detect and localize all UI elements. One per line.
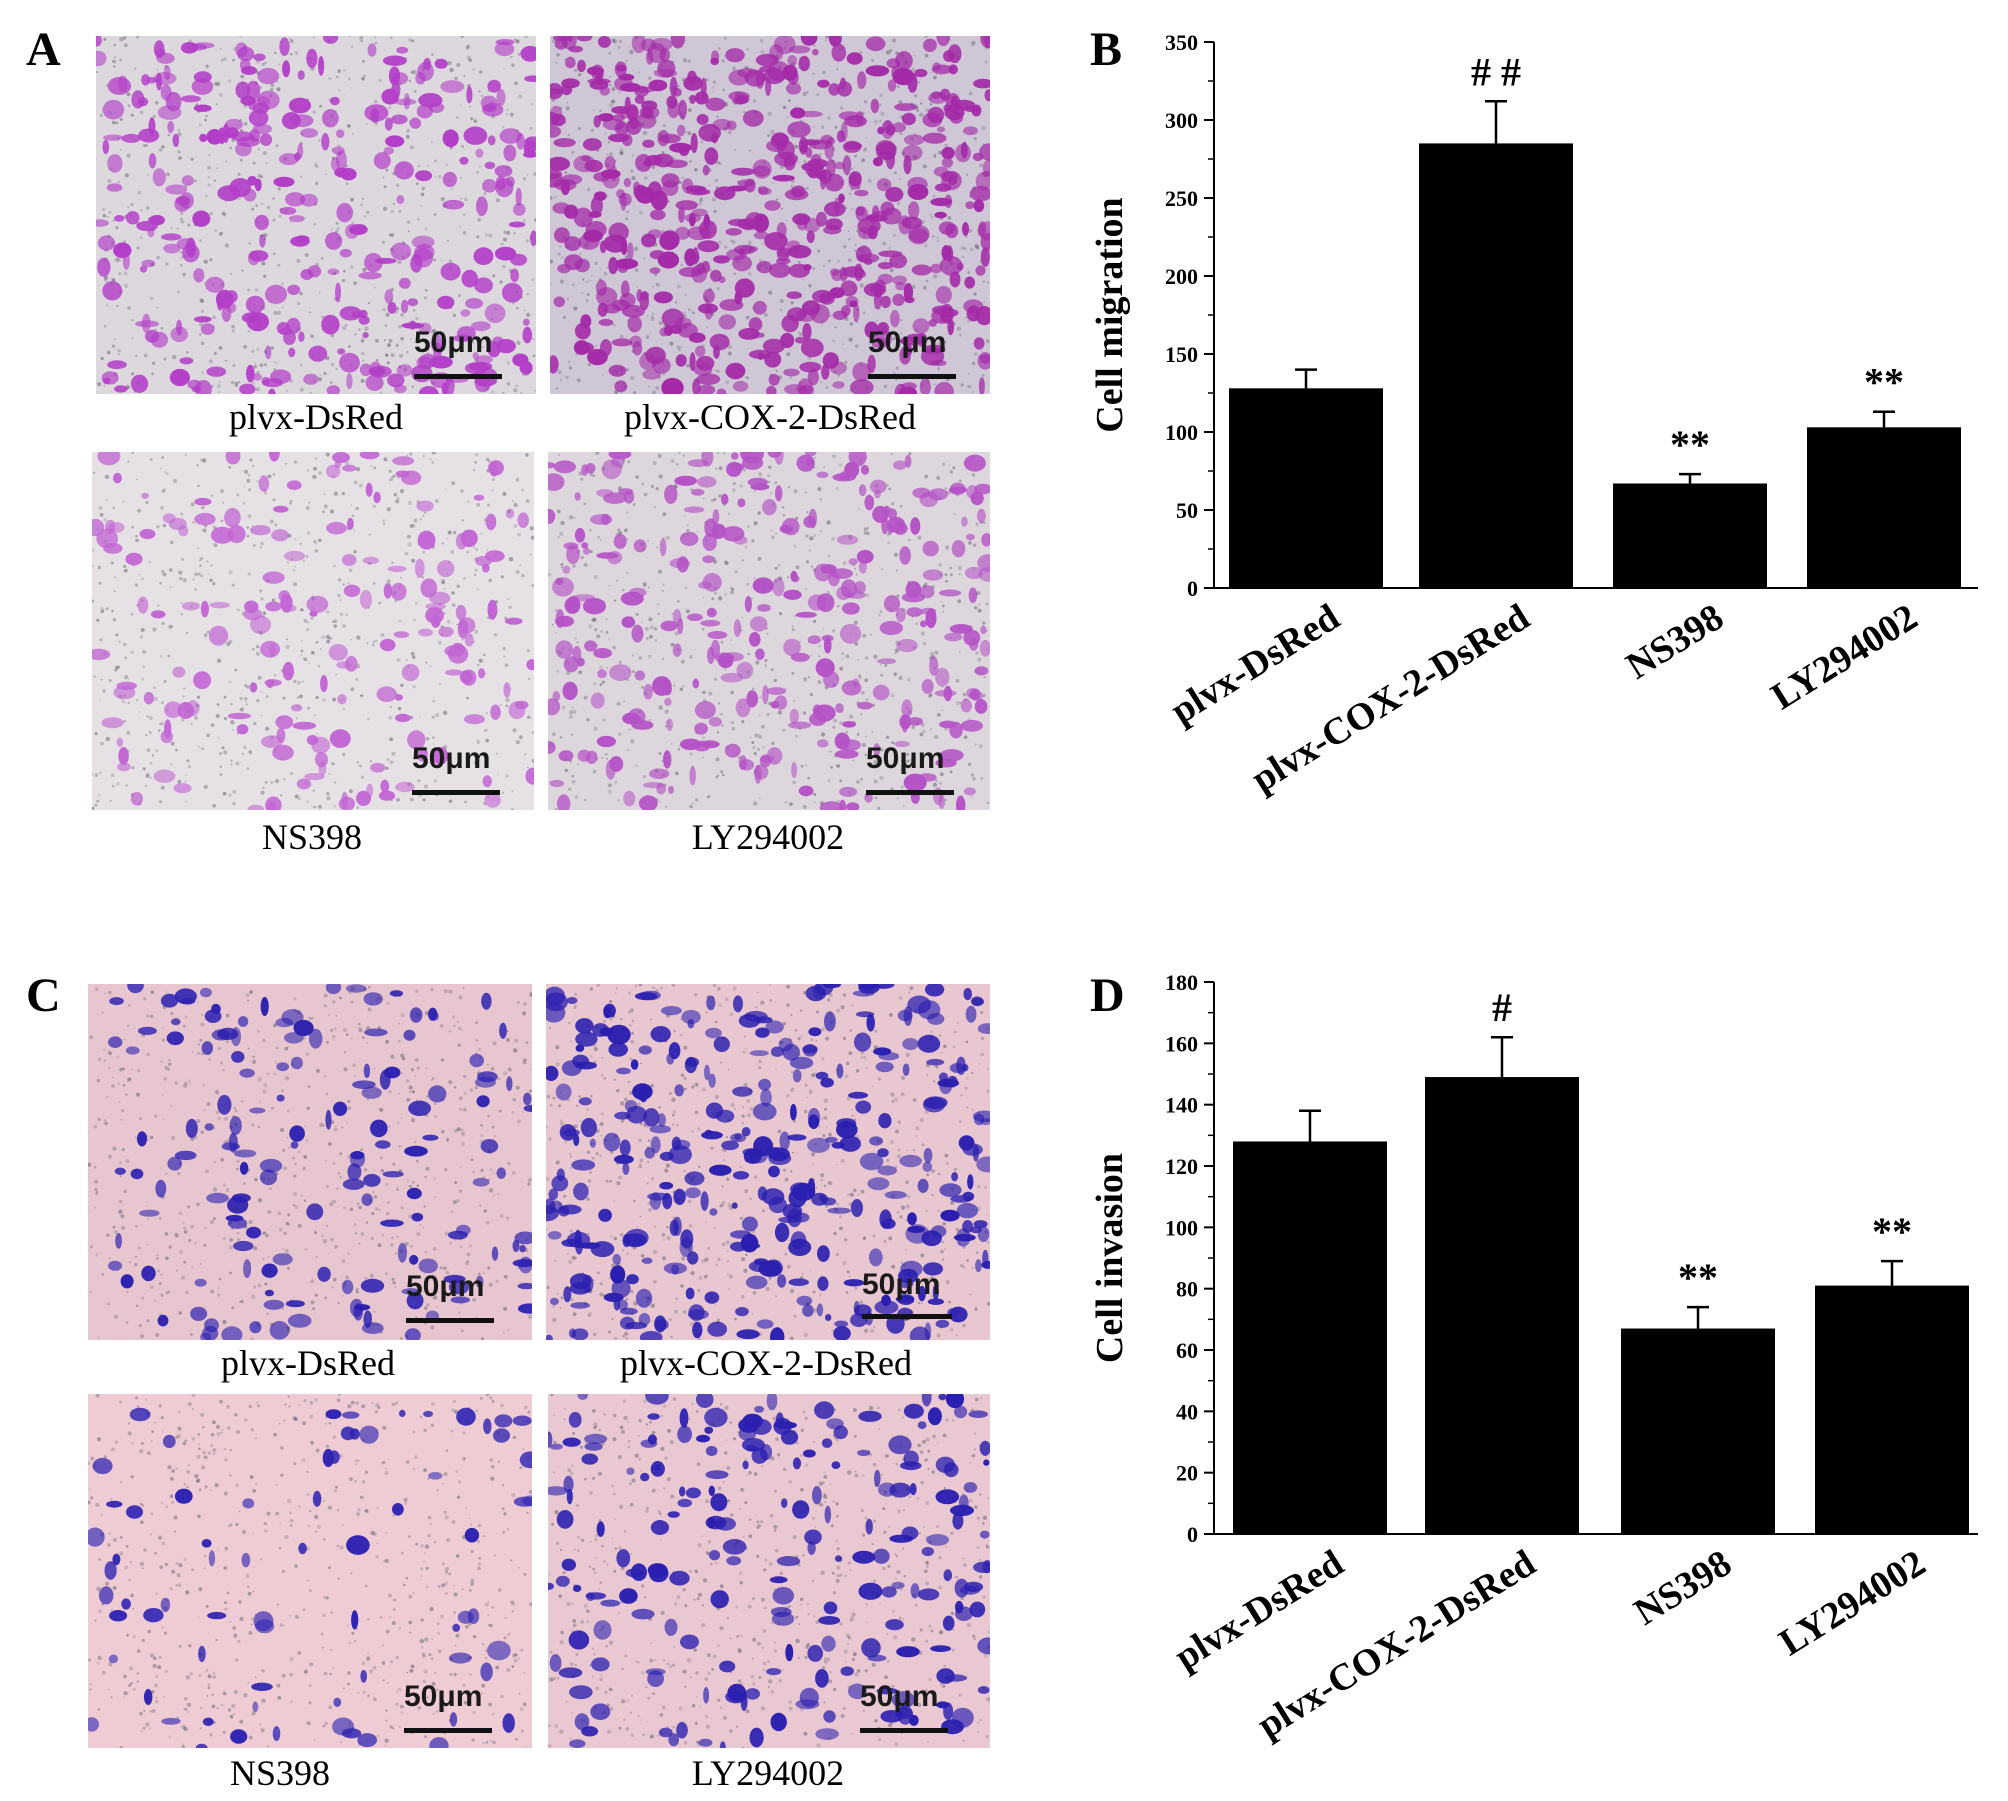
bar-0 (1233, 1141, 1387, 1534)
axes: 0 50 100 150 200 250 300 350 (1165, 30, 1978, 601)
scale-label: 50μm (860, 1680, 939, 1713)
cell-stain-image (88, 984, 532, 1340)
y-tick-label: 150 (1165, 342, 1198, 367)
caption-a-3: NS398 (261, 817, 363, 857)
significance-mark-3: ** (1864, 360, 1904, 405)
category-label-2: NS398 (1627, 1542, 1739, 1634)
scale-label: 50μm (868, 326, 947, 359)
y-tick-label: 100 (1165, 420, 1198, 445)
micrograph-c-3: 50μm (88, 1394, 532, 1748)
y-axis-label: Cell invasion (1089, 1153, 1131, 1363)
error-bar-1 (1491, 1035, 1513, 1078)
category-label-0: plvx-DsRed (1167, 1542, 1350, 1678)
scale-label: 50μm (404, 1680, 483, 1713)
caption-a-2: plvx-COX-2-DsRed (624, 397, 916, 437)
scale-bar (862, 1314, 952, 1319)
y-tick-label: 250 (1165, 186, 1198, 211)
scale-label: 50μm (862, 1268, 941, 1301)
bar-2 (1613, 483, 1767, 588)
bar-1 (1419, 143, 1573, 588)
scale-bar (414, 374, 502, 379)
y-tick-label: 50 (1176, 498, 1198, 523)
error-bar-3 (1873, 410, 1895, 428)
error-bar-0 (1295, 368, 1317, 389)
caption-a-4: LY294002 (691, 817, 845, 857)
bar-3 (1815, 1285, 1969, 1534)
y-tick-label: 120 (1165, 1154, 1198, 1179)
caption-c-3: NS398 (229, 1753, 331, 1793)
micrograph-a-4: 50μm (548, 452, 990, 810)
scale-bar (868, 374, 956, 379)
scale-bar (866, 790, 954, 795)
significance-mark-3: ** (1872, 1209, 1912, 1254)
y-tick-label: 200 (1165, 264, 1198, 289)
micrograph-a-1: 50μm (96, 36, 536, 394)
panel-letter-a: A (26, 23, 61, 76)
cell-stain-image (96, 36, 536, 394)
caption-a-1: plvx-DsRed (229, 397, 403, 437)
cell-stain-image (548, 452, 990, 810)
error-bar-2 (1679, 472, 1701, 484)
error-bar-2 (1687, 1305, 1709, 1329)
scale-label: 50μm (406, 1270, 485, 1303)
micrograph-c-2: 50μm (546, 984, 990, 1340)
bar-1 (1425, 1077, 1579, 1534)
y-tick-label: 60 (1176, 1338, 1198, 1363)
caption-c-1: plvx-DsRed (221, 1343, 395, 1383)
scale-label: 50μm (866, 742, 945, 775)
y-tick-label: 80 (1176, 1277, 1198, 1302)
y-tick-label: 160 (1165, 1031, 1198, 1056)
scale-label: 50μm (414, 326, 493, 359)
caption-c-4: LY294002 (691, 1753, 845, 1793)
bar-0 (1229, 388, 1383, 588)
category-label-3: LY294002 (1772, 1542, 1933, 1664)
significance-mark-2: ** (1678, 1255, 1718, 1300)
micrograph-c-4: 50μm (548, 1394, 990, 1748)
cell-stain-image (92, 452, 534, 810)
cell-stain-image (546, 984, 990, 1340)
bar-2 (1621, 1328, 1775, 1534)
y-tick-label: 180 (1165, 970, 1198, 995)
y-tick-label: 20 (1176, 1461, 1198, 1486)
y-tick-label: 0 (1187, 1522, 1198, 1547)
error-bar-1 (1485, 100, 1507, 144)
y-axis-label: Cell migration (1089, 197, 1131, 432)
y-tick-label: 100 (1165, 1215, 1198, 1240)
scale-bar (412, 790, 500, 795)
y-tick-label: 300 (1165, 108, 1198, 133)
significance-mark-1: # # (1471, 49, 1521, 94)
y-tick-label: 350 (1165, 30, 1198, 55)
micrograph-a-2: 50μm (550, 36, 990, 394)
panel-letter-d: D (1090, 969, 1125, 1022)
panel-letter-c: C (26, 969, 61, 1022)
y-tick-label: 40 (1176, 1399, 1198, 1424)
y-tick-label: 140 (1165, 1093, 1198, 1118)
scale-label: 50μm (412, 742, 491, 775)
error-bar-0 (1299, 1109, 1321, 1142)
scale-bar (404, 1728, 492, 1733)
significance-mark-2: ** (1670, 422, 1710, 467)
bar-3 (1807, 427, 1961, 588)
scale-bar (406, 1318, 494, 1323)
cell-stain-image (550, 36, 990, 394)
scale-bar (860, 1728, 948, 1733)
micrograph-a-3: 50μm (92, 452, 534, 810)
micrograph-c-1: 50μm (88, 984, 532, 1340)
cell-stain-image (88, 1394, 532, 1748)
caption-c-2: plvx-COX-2-DsRed (620, 1343, 912, 1383)
y-tick-label: 0 (1187, 576, 1198, 601)
panel-letter-b: B (1090, 23, 1123, 76)
cell-stain-image (548, 1394, 990, 1748)
error-bar-3 (1881, 1259, 1903, 1286)
significance-mark-1: # (1492, 985, 1512, 1030)
